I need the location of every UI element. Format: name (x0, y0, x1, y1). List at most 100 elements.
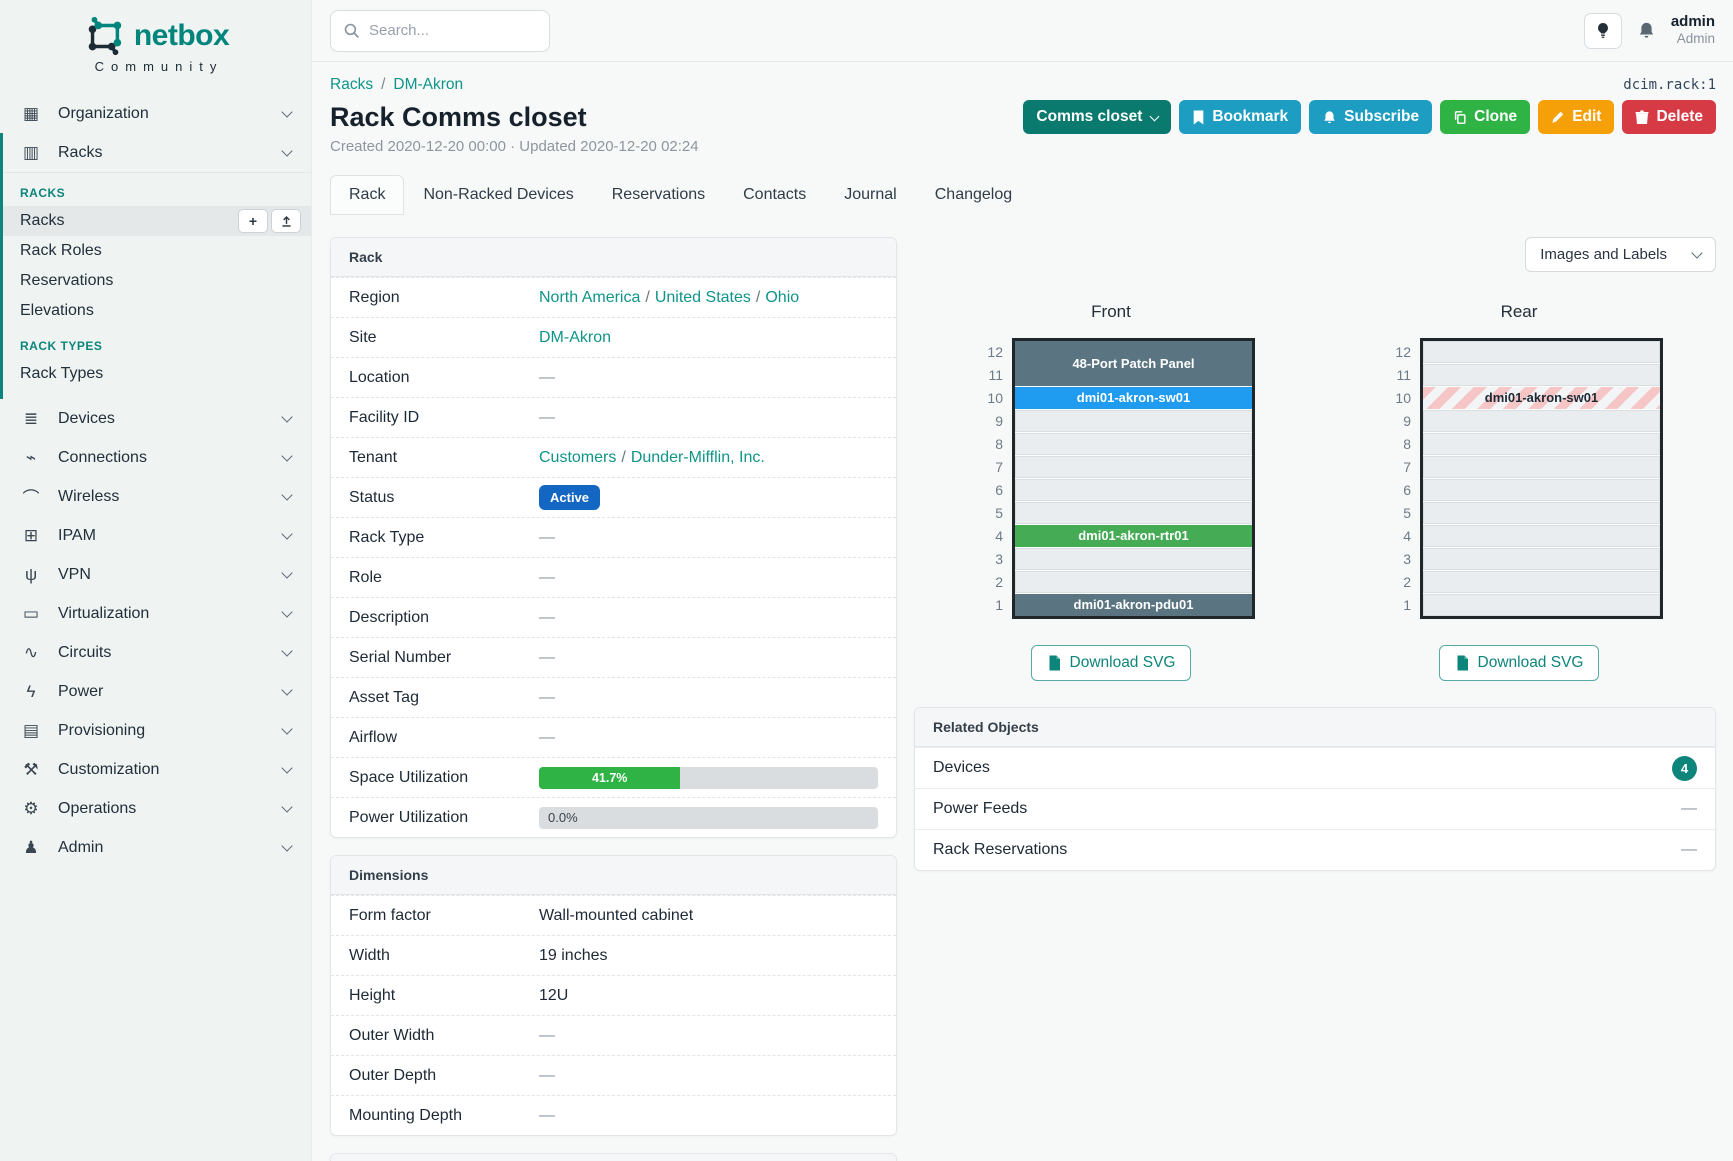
delete-button[interactable]: Delete (1622, 100, 1716, 134)
created-updated-meta: Created 2020-12-20 00:00 · Updated 2020-… (330, 138, 699, 155)
row-height: Height 12U (331, 975, 896, 1015)
region-link[interactable]: United States (654, 288, 751, 306)
breadcrumb-link-racks[interactable]: Racks (330, 76, 374, 93)
chevron-down-icon (281, 528, 293, 540)
device-bar-pdu[interactable]: dmi01-akron-pdu01 (1015, 594, 1252, 616)
chevron-down-icon (281, 411, 293, 423)
organization-icon: ▦ (22, 103, 40, 123)
sidebar: netbox Community ▦ Organization ▥ Racks … (0, 0, 312, 1161)
region-link[interactable]: Ohio (765, 288, 800, 306)
user-menu[interactable]: admin Admin (1671, 13, 1715, 47)
tab-rack[interactable]: Rack (330, 175, 405, 215)
edit-button[interactable]: Edit (1538, 100, 1615, 134)
file-download-icon (1049, 655, 1060, 671)
add-rack-button[interactable]: + (238, 209, 268, 233)
bookmark-button[interactable]: Bookmark (1179, 100, 1302, 134)
elevation-display-select[interactable]: Images and Labels (1525, 237, 1716, 272)
tab-journal[interactable]: Journal (844, 186, 897, 203)
rear-unit-numbers: 12 11 10 9 8 7 6 5 4 3 (1395, 344, 1411, 613)
device-bar-switch[interactable]: dmi01-akron-sw01 (1015, 387, 1252, 409)
device-bar-patch-panel[interactable]: 48-Port Patch Panel (1015, 341, 1252, 386)
sidebar-item-devices[interactable]: ≣ Devices (0, 399, 311, 438)
tab-changelog[interactable]: Changelog (934, 186, 1013, 203)
rear-rack-frame: dmi01-akron-sw01 (1420, 338, 1663, 619)
breadcrumb-link-site[interactable]: DM-Akron (393, 76, 464, 93)
empty-unit (1423, 502, 1660, 524)
clone-button[interactable]: Clone (1440, 100, 1531, 134)
related-row-power-feeds[interactable]: Power Feeds — (915, 788, 1715, 829)
chevron-down-icon (1691, 247, 1703, 259)
sidebar-item-power[interactable]: ϟ Power (0, 672, 311, 711)
sidebar-item-ipam[interactable]: ⊞ IPAM (0, 516, 311, 555)
racks-icon: ▥ (22, 142, 40, 162)
search-box[interactable] (330, 9, 550, 52)
sidebar-item-virtualization[interactable]: ▭ Virtualization (0, 594, 311, 633)
related-objects-title: Related Objects (915, 708, 1715, 747)
brand-logo[interactable]: netbox Community (0, 0, 311, 80)
sidebar-subitem-reservations[interactable]: Reservations (20, 272, 114, 289)
tenant-link[interactable]: Dunder-Mifflin, Inc. (630, 448, 765, 466)
sidebar-subitem-elevations[interactable]: Elevations (20, 302, 94, 319)
tenant-group-link[interactable]: Customers (539, 448, 617, 466)
empty-unit (1423, 433, 1660, 455)
row-rack-type: Rack Type — (331, 517, 896, 557)
sidebar-item-operations[interactable]: ⚙ Operations (0, 789, 311, 828)
monitor-icon: ▭ (22, 603, 40, 623)
lightbulb-icon (1597, 23, 1608, 38)
site-link[interactable]: DM-Akron (539, 328, 612, 346)
brand-tagline: Community (94, 59, 224, 74)
page: Racks / DM-Akron dcim.rack:1 Rack Comms … (312, 62, 1733, 1161)
device-bar-switch-rear[interactable]: dmi01-akron-sw01 (1423, 387, 1660, 409)
section-title-rack-types: RACK TYPES (20, 339, 103, 353)
sidebar-item-connections[interactable]: ⌁ Connections (0, 438, 311, 477)
sidebar-subitem-rack-roles[interactable]: Rack Roles (20, 242, 102, 259)
trash-icon (1635, 109, 1649, 124)
theme-toggle-button[interactable] (1583, 12, 1622, 49)
row-site: Site DM-Akron (331, 317, 896, 357)
chevron-down-icon (281, 489, 293, 501)
row-form-factor: Form factor Wall-mounted cabinet (331, 895, 896, 935)
region-link[interactable]: North America (539, 288, 641, 306)
chevron-down-icon (281, 450, 293, 462)
sidebar-item-provisioning[interactable]: ▤ Provisioning (0, 711, 311, 750)
related-row-rack-reservations[interactable]: Rack Reservations — (915, 829, 1715, 870)
sidebar-subitem-racks[interactable]: Racks + (3, 206, 311, 236)
sidebar-item-racks[interactable]: ▥ Racks (3, 133, 311, 172)
netbox-logo-icon (82, 16, 126, 56)
row-status: Status Active (331, 477, 896, 517)
notifications-button[interactable] (1637, 21, 1656, 40)
sidebar-subitem-rack-types[interactable]: Rack Types (20, 365, 104, 382)
empty-unit (1015, 433, 1252, 455)
sidebar-item-label: Organization (58, 104, 149, 122)
sidebar-nav: ▦ Organization ▥ Racks RACKS Racks + (0, 94, 311, 867)
chevron-down-icon (281, 723, 293, 735)
row-location: Location — (331, 357, 896, 397)
row-role: Role — (331, 557, 896, 597)
bookmark-icon (1194, 110, 1204, 124)
search-input[interactable] (369, 22, 519, 39)
sidebar-item-customization[interactable]: ⚒ Customization (0, 750, 311, 789)
empty-unit (1015, 548, 1252, 570)
download-svg-front-button[interactable]: Download SVG (1030, 645, 1192, 681)
document-icon: ▤ (22, 720, 40, 740)
power-utilization-bar: 0.0% (539, 806, 878, 829)
import-racks-button[interactable] (271, 209, 301, 233)
tab-contacts[interactable]: Contacts (743, 186, 807, 203)
rack-name-selector-button[interactable]: Comms closet (1023, 100, 1172, 134)
tab-non-racked-devices[interactable]: Non-Racked Devices (423, 186, 574, 203)
circuits-icon: ∿ (23, 642, 39, 662)
sidebar-item-vpn[interactable]: ψ VPN (0, 555, 311, 594)
dimensions-card-title: Dimensions (331, 856, 896, 895)
sidebar-item-admin[interactable]: ♟ Admin (0, 828, 311, 867)
sidebar-item-organization[interactable]: ▦ Organization (0, 94, 311, 133)
related-objects-card: Related Objects Devices 4 Power Feeds — … (914, 707, 1716, 871)
subscribe-button[interactable]: Subscribe (1309, 100, 1433, 134)
sidebar-item-wireless[interactable]: ⌒ Wireless (0, 477, 311, 516)
related-row-devices[interactable]: Devices 4 (915, 747, 1715, 788)
device-bar-router[interactable]: dmi01-akron-rtr01 (1015, 525, 1252, 547)
racks-submenu: RACKS Racks + Rack Roles Reservations El… (3, 172, 311, 399)
download-svg-rear-button[interactable]: Download SVG (1438, 645, 1600, 681)
sidebar-item-circuits[interactable]: ∿ Circuits (0, 633, 311, 672)
tab-reservations[interactable]: Reservations (611, 186, 706, 203)
